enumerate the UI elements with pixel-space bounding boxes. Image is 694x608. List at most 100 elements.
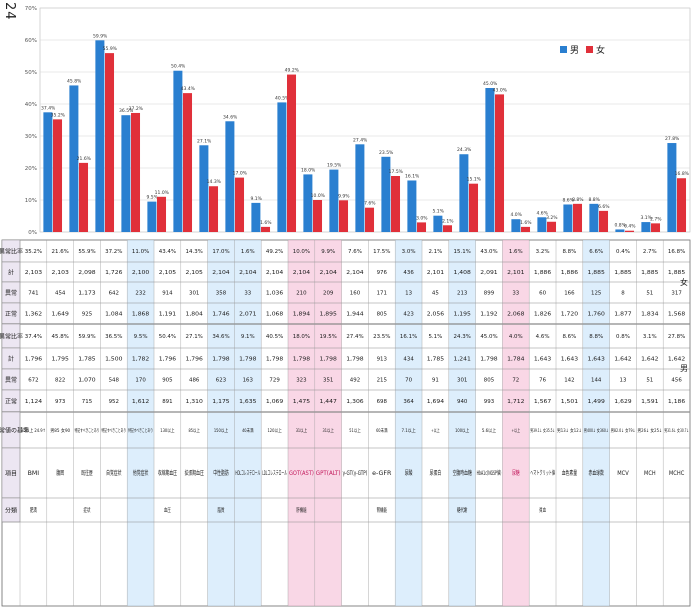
legend-swatch: [586, 46, 593, 53]
bar-female: [469, 183, 479, 232]
cell-f_total: 2,104: [346, 270, 364, 276]
bar-data-label: 27.4%: [353, 137, 368, 143]
cell-m_ratio: 37.4%: [25, 334, 42, 340]
bar-data-label: 55.9%: [103, 46, 118, 52]
cell-f_total: 2,104: [212, 270, 230, 276]
cell-f_normal: 1,834: [641, 312, 659, 318]
cell-criteria: 60未満: [376, 427, 388, 434]
cell-m_ratio: 8.8%: [589, 334, 603, 340]
cell-criteria: 男13↓ 女12↓: [557, 427, 582, 434]
cell-m_ratio: 50.4%: [159, 334, 176, 340]
cell-item: 腹囲: [56, 469, 64, 477]
legend-swatch: [560, 46, 567, 53]
cell-m_abnormal: 72: [512, 378, 519, 384]
cell-f_total: 1,726: [105, 270, 123, 276]
highlight-column: [207, 240, 235, 606]
cell-m_abnormal: 905: [162, 378, 173, 384]
cell-f_ratio: 1.6%: [241, 249, 255, 255]
cell-f_normal: 1,195: [454, 312, 472, 318]
cell-item: BMI: [28, 470, 40, 477]
cell-criteria: 120以上: [267, 427, 282, 434]
cell-f_ratio: 11.0%: [132, 249, 149, 255]
cell-f_ratio: 17.0%: [212, 249, 229, 255]
bar-data-label: 14.3%: [207, 179, 222, 185]
cell-m_ratio: 8.6%: [562, 334, 576, 340]
cell-item: GPT(ALT): [316, 470, 341, 477]
bar-data-label: 27.1%: [197, 138, 212, 144]
bar-data-label: 2.1%: [442, 218, 454, 224]
cell-f_ratio: 1.6%: [509, 249, 523, 255]
cell-f_ratio: 35.2%: [25, 249, 42, 255]
bar-data-label: 19.5%: [327, 163, 342, 169]
cell-m_total: 1,798: [266, 357, 284, 363]
cell-m_ratio: 45.0%: [480, 334, 497, 340]
cell-m_total: 1,796: [25, 357, 43, 363]
cell-m_total: 1,798: [320, 357, 338, 363]
cell-m_abnormal: 51: [646, 378, 653, 384]
cell-m_total: 1,798: [480, 357, 498, 363]
bar-chart: 0% 10% 20% 30% 40% 50% 60% 70% 37.4%35.2% 45.8% 21…: [25, 6, 691, 236]
cell-m_abnormal: 76: [539, 378, 546, 384]
cell-m_ratio: 45.8%: [52, 334, 69, 340]
cell-m_ratio: 34.6%: [212, 334, 229, 340]
cell-criteria: 31以上: [296, 427, 308, 434]
cell-f_abnormal: 33: [244, 291, 251, 297]
cell-f_total: 2,091: [480, 270, 498, 276]
bar-male: [303, 174, 313, 232]
cell-item: ヘマトクリット値: [530, 469, 555, 477]
bar-data-label: 36.5%: [119, 108, 134, 114]
cell-m_abnormal: 672: [28, 378, 38, 384]
cell-f_normal: 423: [403, 312, 414, 318]
bar-female: [53, 119, 63, 232]
cell-m_normal: 940: [457, 399, 468, 405]
cell-f_total: 2,104: [293, 270, 311, 276]
cell-f_ratio: 0.4%: [616, 249, 630, 255]
cell-f_total: 2,104: [266, 270, 284, 276]
bar-female: [131, 112, 141, 232]
bar-male: [667, 143, 677, 232]
row-header-m_normal: 正常: [5, 398, 17, 406]
bar-data-label: 2.7%: [650, 216, 662, 222]
bar-data-label: 0.8%: [614, 222, 626, 228]
cell-f_normal: 1,191: [159, 312, 177, 318]
bar-data-label: 45.0%: [483, 81, 498, 87]
bar-data-label: 35.2%: [51, 112, 66, 118]
highlight-column: [288, 240, 315, 606]
bar-male: [615, 229, 625, 232]
cell-f_abnormal: 642: [109, 291, 119, 297]
bar-female: [521, 226, 531, 232]
cell-f_normal: 1,362: [25, 312, 42, 318]
cell-m_total: 1,785: [427, 357, 445, 363]
row-header-f_abnormal: 異常: [5, 289, 17, 297]
cell-m_abnormal: 323: [296, 378, 307, 384]
bar-male: [121, 115, 131, 232]
cell-m_normal: 1,635: [239, 399, 257, 405]
cell-f_abnormal: 741: [28, 291, 39, 297]
bar-female: [157, 196, 167, 232]
cell-category: 症状: [84, 506, 91, 514]
bar-female: [443, 225, 453, 232]
bar-female: [313, 200, 323, 232]
cell-m_abnormal: 91: [432, 378, 439, 384]
cell-criteria: 40未満: [242, 427, 254, 434]
cell-m_total: 1,785: [78, 357, 96, 363]
cell-f_abnormal: 1,036: [266, 291, 284, 297]
cell-f_normal: 2,056: [427, 312, 445, 318]
cell-f_abnormal: 213: [457, 291, 468, 297]
cell-f_normal: 1,746: [212, 312, 230, 318]
cell-f_total: 2,104: [239, 270, 257, 276]
cell-m_normal: 1,499: [588, 399, 606, 405]
cell-f_ratio: 7.6%: [348, 249, 362, 255]
cell-m_abnormal: 623: [216, 378, 227, 384]
cell-m_total: 1,643: [534, 357, 552, 363]
bar-data-label: 59.9%: [93, 33, 108, 39]
bar-data-label: 17.0%: [233, 171, 248, 177]
cell-item: 尿糖: [512, 469, 520, 477]
cell-criteria: 特記すべきことあり: [75, 427, 100, 434]
cell-m_ratio: 24.3%: [454, 334, 471, 340]
cell-f_total: 1,886: [561, 270, 579, 276]
cell-m_abnormal: 822: [55, 378, 65, 384]
bar-female: [365, 207, 375, 232]
table-frame: [1, 239, 691, 607]
cell-m_normal: 1,567: [534, 399, 552, 405]
